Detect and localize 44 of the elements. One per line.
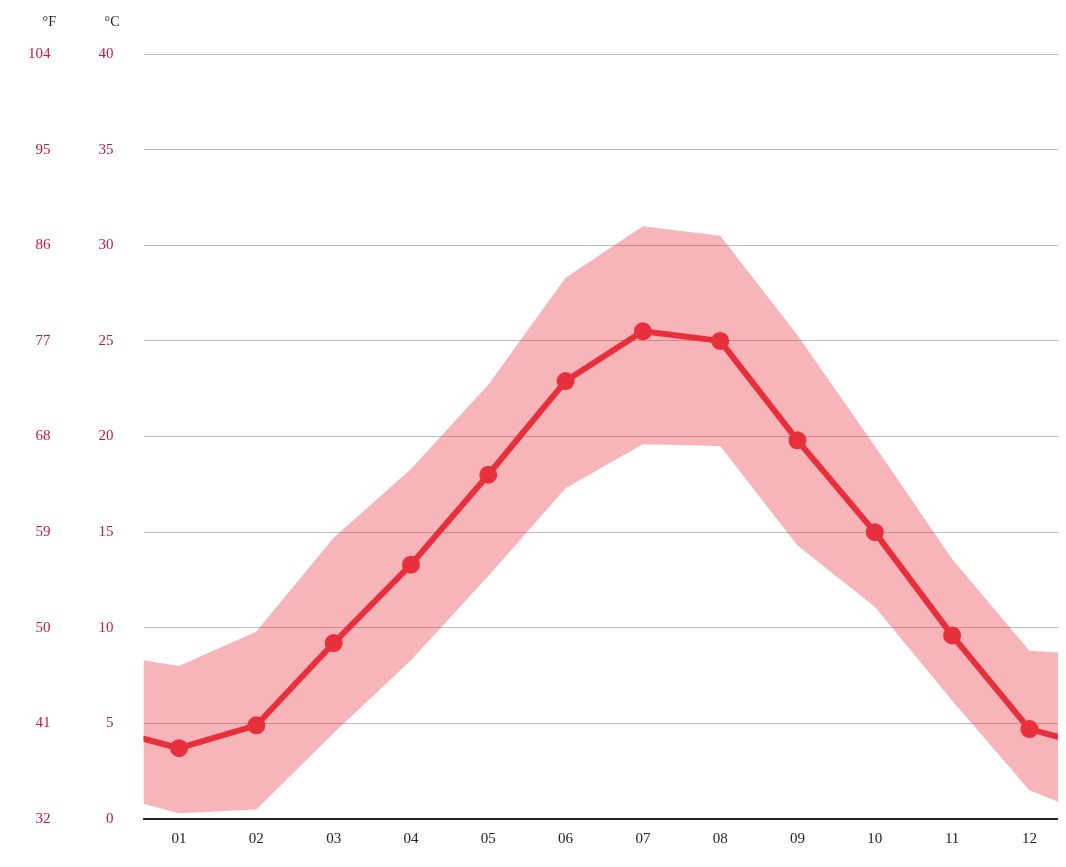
point [324, 634, 343, 653]
y2-tick-label: 104 [28, 44, 51, 61]
point [1020, 720, 1039, 739]
point [865, 523, 884, 542]
y-tick-label: 25 [98, 331, 114, 348]
x-tick-label: 04 [403, 829, 419, 846]
x-tick-label: 10 [867, 829, 883, 846]
point [247, 716, 266, 735]
point [788, 431, 807, 450]
y2-tick-label: 41 [35, 714, 51, 731]
x-tick-label: 11 [944, 829, 960, 846]
y-tick-label: 0 [106, 809, 114, 826]
point [711, 331, 730, 350]
y2-tick-label: 95 [35, 140, 51, 157]
x-tick-label: 09 [789, 829, 805, 846]
point [401, 555, 420, 574]
point [479, 465, 498, 484]
x-tick-label: 01 [171, 829, 187, 846]
y-tick-label: 15 [98, 523, 114, 540]
y-tick-label: 30 [98, 236, 114, 253]
y2-tick-label: 77 [35, 331, 51, 348]
y-tick-label: 35 [98, 140, 114, 157]
y2-tick-label: 59 [35, 523, 51, 540]
y-tick-label: 20 [98, 427, 114, 444]
x-tick-label: 02 [248, 829, 264, 846]
y2-tick-label: 50 [35, 618, 51, 635]
x-tick-label: 12 [1021, 829, 1037, 846]
y2-axis-title: °F [42, 14, 57, 29]
x-tick-label: 03 [326, 829, 342, 846]
y2-tick-label: 68 [35, 427, 51, 444]
x-tick-label: 05 [480, 829, 496, 846]
y-axis-title: °C [104, 14, 120, 29]
point [943, 626, 962, 645]
point [556, 372, 575, 391]
point [170, 739, 189, 758]
y2-tick-label: 32 [35, 809, 51, 826]
y2-tick-label: 86 [35, 236, 51, 253]
point [633, 322, 652, 341]
y-tick-label: 40 [98, 44, 114, 61]
x-tick-label: 08 [712, 829, 728, 846]
y-tick-label: 10 [98, 618, 114, 635]
x-tick-label: 06 [558, 829, 574, 846]
y-tick-label: 5 [106, 714, 114, 731]
x-tick-label: 07 [635, 829, 651, 846]
